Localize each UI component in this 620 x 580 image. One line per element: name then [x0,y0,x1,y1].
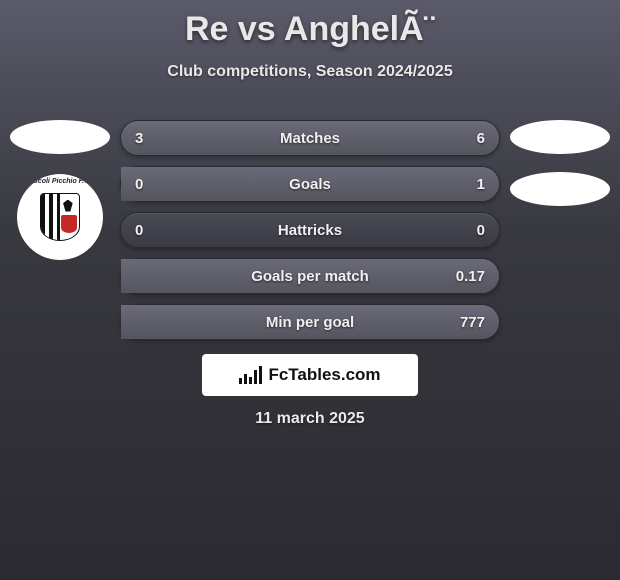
page-title: Re vs AnghelÃ¨ [0,0,620,49]
left-player-column: Ascoli Picchio F.C. [10,120,110,260]
stats-container: 3 Matches 6 0 Goals 1 0 Hattricks 0 Goal… [120,120,500,350]
stat-row-min-per-goal: Min per goal 777 [120,304,500,340]
bar-chart-icon [239,366,262,384]
club-badge-text: Ascoli Picchio F.C. [17,178,103,185]
right-player-column [510,120,610,224]
stat-label: Goals [121,176,499,193]
stat-row-goals-per-match: Goals per match 0.17 [120,258,500,294]
stat-row-goals: 0 Goals 1 [120,166,500,202]
player-photo-placeholder [10,120,110,154]
stat-row-hattricks: 0 Hattricks 0 [120,212,500,248]
stat-row-matches: 3 Matches 6 [120,120,500,156]
club-badge-left: Ascoli Picchio F.C. [17,174,103,260]
brand-text: FcTables.com [268,365,380,385]
stat-value-right: 6 [477,130,485,147]
stat-label: Hattricks [121,222,499,239]
shield-icon [40,193,80,241]
stat-value-right: 1 [477,176,485,193]
club-badge-placeholder [510,172,610,206]
player-photo-placeholder [510,120,610,154]
stat-label: Matches [121,130,499,147]
stat-value-right: 0 [477,222,485,239]
stat-label: Goals per match [121,268,499,285]
stat-value-right: 777 [460,314,485,331]
date-label: 11 march 2025 [0,410,620,428]
stat-value-right: 0.17 [456,268,485,285]
brand-box[interactable]: FcTables.com [202,354,418,396]
subtitle: Club competitions, Season 2024/2025 [0,63,620,81]
stat-label: Min per goal [121,314,499,331]
